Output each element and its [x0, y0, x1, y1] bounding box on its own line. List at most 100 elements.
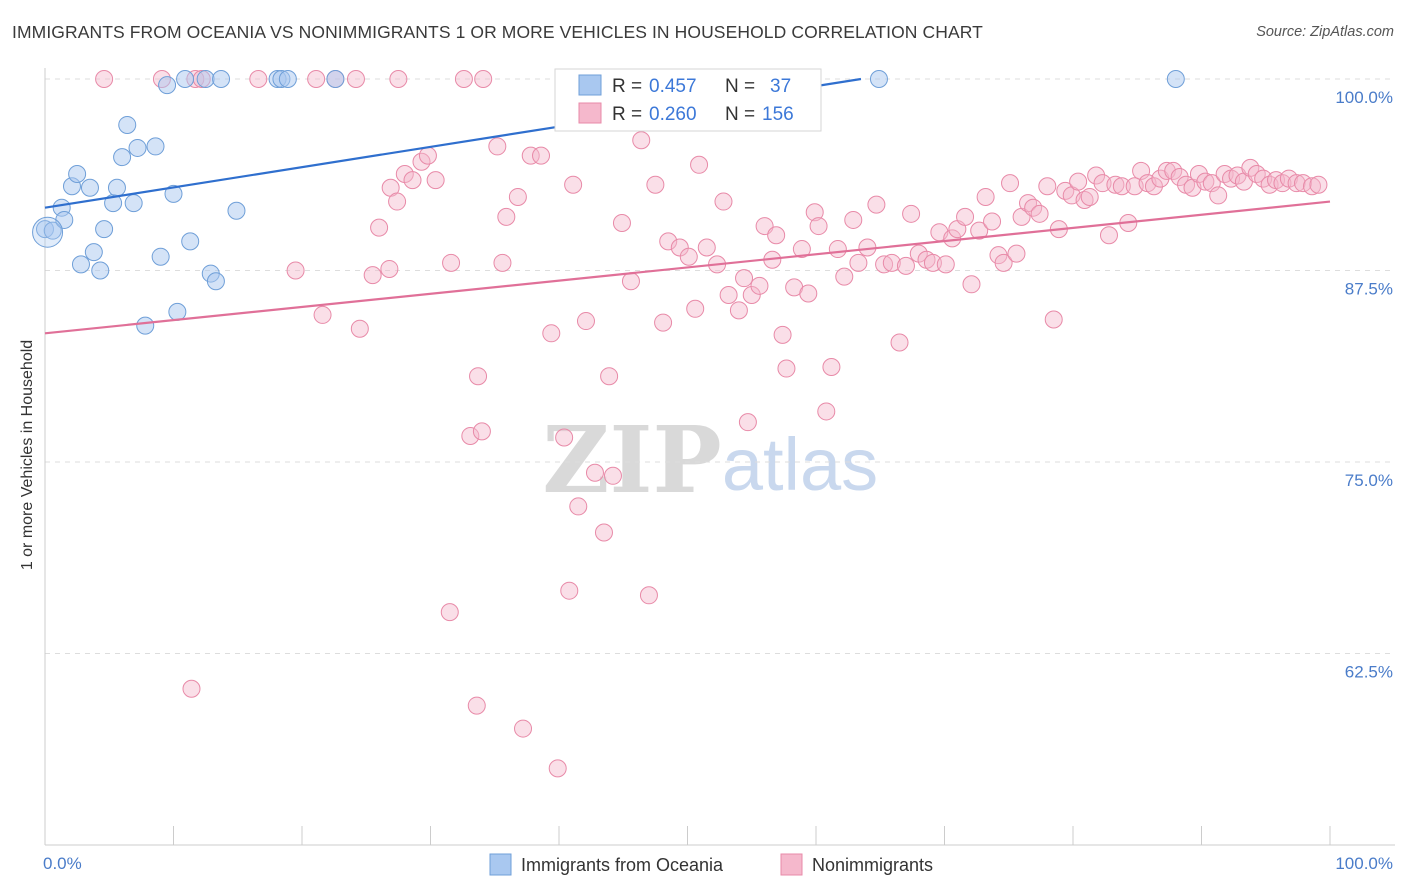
stats-r-label-nonimmigrants: R = [612, 104, 642, 125]
oceania-point [227, 201, 246, 220]
nonimmigrant-point [472, 422, 491, 441]
y-tick-label: 62.5% [1345, 663, 1393, 682]
nonimmigrant-point [388, 192, 407, 211]
nonimmigrant-point [1056, 181, 1075, 200]
nonimmigrant-point [346, 70, 365, 88]
stats-n-label-oceania: N = [725, 76, 755, 97]
nonimmigrant-point [286, 261, 305, 280]
stats-r-value-oceania: 0.457 [649, 76, 697, 97]
chart-title: IMMIGRANTS FROM OCEANIA VS NONIMMIGRANTS… [12, 22, 983, 42]
oceania-point [124, 194, 143, 213]
oceania-point [168, 302, 187, 321]
oceania-point [181, 232, 200, 251]
nonimmigrant-point [738, 413, 757, 432]
nonimmigrant-point [822, 358, 841, 377]
oceania-point [84, 243, 103, 262]
nonimmigrant-point [1099, 226, 1118, 245]
oceania-points [32, 70, 1185, 335]
x-tick-labels: 0.0% 100.0% [43, 854, 1393, 873]
oceania-point [164, 184, 183, 203]
nonimmigrant-point [1044, 310, 1063, 329]
nonimmigrant-point [867, 195, 886, 214]
nonimmigrant-point [594, 523, 613, 542]
nonimmigrant-point [440, 603, 459, 622]
nonimmigrant-point [817, 402, 836, 421]
oceania-point [71, 255, 90, 274]
nonimmigrant-point [576, 312, 595, 331]
nonimmigrant-point [1069, 172, 1088, 191]
stats-r-label-oceania: R = [612, 76, 642, 97]
nonimmigrant-point [809, 217, 828, 236]
nonimmigrant-point [646, 175, 665, 194]
nonimmigrant-point [1247, 164, 1266, 183]
nonimmigrant-point [1038, 177, 1057, 196]
nonimmigrant-point [95, 70, 114, 88]
oceania-point [136, 316, 155, 335]
nonimmigrant-point [542, 324, 561, 343]
y-tick-label: 87.5% [1345, 280, 1393, 299]
nonimmigrant-point [1093, 174, 1112, 193]
nonimmigrant-point [474, 70, 493, 88]
nonimmigrant-point [835, 267, 854, 286]
nonimmigrant-point [1303, 177, 1322, 196]
nonimmigrant-point [497, 207, 516, 226]
nonimmigrant-point [1106, 175, 1125, 194]
nonimmigrant-point [686, 299, 705, 318]
nonimmigrant-point [639, 586, 658, 605]
nonimmigrant-point [585, 463, 604, 482]
oceania-point [146, 137, 165, 156]
stats-legend-swatch-oceania [578, 74, 602, 96]
oceania-point [206, 272, 225, 291]
oceania-point [151, 247, 170, 266]
nonimmigrant-point [735, 269, 754, 288]
nonimmigrant-point [956, 207, 975, 226]
nonimmigrant-point [690, 155, 709, 174]
oceania-point [212, 70, 231, 88]
oceania-point [113, 148, 132, 167]
nonimmigrant-point [603, 466, 622, 485]
nonimmigrant-point [670, 238, 689, 257]
nonimmigrant-point [442, 253, 461, 272]
nonimmigrant-point [370, 218, 389, 237]
nonimmigrant-point [777, 359, 796, 378]
watermark: ZIP atlas [542, 406, 878, 514]
nonimmigrant-point [882, 253, 901, 272]
oceania-point [196, 70, 215, 88]
y-tick-label: 100.0% [1335, 88, 1393, 107]
nonimmigrant-point [621, 272, 640, 291]
nonimmigrant-point [389, 70, 408, 88]
nonimmigrant-point [350, 319, 369, 338]
nonimmigrant-point [467, 696, 486, 715]
nonimmigrant-point [654, 313, 673, 332]
stats-legend: R = 0.457 N = 37 R = 0.260 N = 156 [554, 68, 822, 132]
legend-swatch-oceania [489, 853, 512, 876]
nonimmigrant-point [249, 70, 268, 88]
nonimmigrant-point [1001, 174, 1020, 193]
nonimmigrant-point [983, 212, 1002, 231]
nonimmigrant-point [750, 276, 769, 295]
nonimmigrant-point [313, 305, 332, 324]
oceania-point [128, 138, 147, 157]
nonimmigrant-point [902, 204, 921, 223]
nonimmigrant-point [767, 226, 786, 245]
nonimmigrant-point [555, 428, 574, 447]
oceania-point [95, 220, 114, 239]
nonimmigrant-point [1260, 175, 1279, 194]
nonimmigrant-point [792, 240, 811, 259]
nonimmigrant-point [923, 253, 942, 272]
nonimmigrant-point [659, 232, 678, 251]
nonimmigrant-point [508, 187, 527, 206]
oceania-point [158, 76, 177, 95]
nonimmigrant-point [1287, 174, 1306, 193]
x-tick-label: 100.0% [1335, 854, 1393, 873]
nonimmigrant-point [719, 286, 738, 305]
nonimmigrant-point [994, 253, 1013, 272]
stats-r-value-nonimmigrants: 0.260 [649, 104, 697, 125]
oceania-point [43, 221, 62, 240]
nonimmigrant-point [560, 581, 579, 600]
nonimmigrant-point [890, 333, 909, 352]
nonimmigrant-point [403, 171, 422, 190]
nonimmigrants-trendline [44, 200, 1331, 335]
nonimmigrant-point [697, 238, 716, 257]
